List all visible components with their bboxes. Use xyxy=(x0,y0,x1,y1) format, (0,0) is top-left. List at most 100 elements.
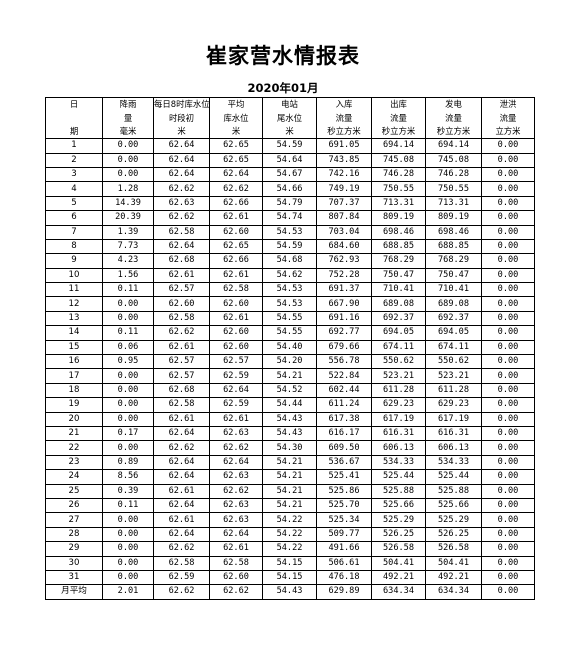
cell-rainfall: 2.01 xyxy=(102,584,154,600)
cell-tail-level: 54.20 xyxy=(262,354,317,370)
cell-tail-level: 54.64 xyxy=(262,152,317,168)
cell-start-level: 62.58 xyxy=(153,224,210,240)
cell-power-flow: 750.55 xyxy=(425,181,482,197)
cell-power-flow: 550.62 xyxy=(425,354,482,370)
cell-tail-level: 54.40 xyxy=(262,339,317,356)
cell-avg-level: 62.65 xyxy=(209,238,263,255)
cell-flood-flow: 0.00 xyxy=(481,325,535,341)
cell-rainfall: 8.56 xyxy=(102,469,154,485)
cell-start-level: 62.63 xyxy=(153,195,210,212)
cell-outflow: 526.25 xyxy=(371,526,426,543)
table-row: 21 0.17 62.64 62.63 54.43 616.17 616.31 616.31 0… xyxy=(45,425,535,442)
cell-avg-level: 62.60 xyxy=(209,339,263,356)
cell-outflow: 750.47 xyxy=(371,267,426,284)
table-row: 10 1.56 62.61 62.61 54.62 752.28 750.47 750.47 0… xyxy=(45,267,535,284)
cell-rainfall: 1.39 xyxy=(102,224,154,240)
cell-tail-level: 54.21 xyxy=(262,483,317,499)
table-row: 14 0.11 62.62 62.60 54.55 692.77 694.05 694.05 0… xyxy=(45,325,535,341)
cell-tail-level: 54.79 xyxy=(262,195,317,212)
cell-avg-level: 62.65 xyxy=(209,138,263,154)
cell-start-level: 62.57 xyxy=(153,368,210,384)
cell-rainfall: 1.56 xyxy=(102,267,154,284)
cell-flood-flow: 0.00 xyxy=(481,397,535,413)
cell-tail-level: 54.43 xyxy=(262,584,317,600)
cell-start-level: 62.61 xyxy=(153,483,210,499)
cell-power-flow: 698.46 xyxy=(425,224,482,240)
cell-start-level: 62.59 xyxy=(153,569,210,586)
table-row: 15 0.06 62.61 62.60 54.40 679.66 674.11 674.11 0… xyxy=(45,339,535,356)
table-row: 12 0.00 62.60 62.60 54.53 667.90 689.08 689.08 0… xyxy=(45,296,535,312)
cell-flood-flow: 0.00 xyxy=(481,181,535,197)
cell-flood-flow: 0.00 xyxy=(481,296,535,312)
cell-inflow: 807.84 xyxy=(316,210,372,226)
table-row: 5 14.39 62.63 62.66 54.79 707.37 713.31 713.31 0… xyxy=(45,195,535,212)
table-row: 4 1.28 62.62 62.62 54.66 749.19 750.55 750.55 0.… xyxy=(45,181,535,197)
header-cell-inflow: 入库 xyxy=(316,97,372,112)
cell-day: 1 xyxy=(45,138,103,154)
table-row: 18 0.00 62.68 62.64 54.52 602.44 611.28 611.28 0… xyxy=(45,382,535,399)
cell-rainfall: 20.39 xyxy=(102,210,154,226)
cell-avg-level: 62.61 xyxy=(209,310,263,327)
cell-flood-flow: 0.00 xyxy=(481,569,535,586)
cell-start-level: 62.57 xyxy=(153,282,210,298)
cell-avg-level: 62.60 xyxy=(209,569,263,586)
table-row: 月平均 2.01 62.62 62.62 54.43 629.89 634.34 634.34… xyxy=(45,584,535,600)
cell-start-level: 62.62 xyxy=(153,584,210,600)
cell-flood-flow: 0.00 xyxy=(481,253,535,269)
header-cell-rainfall: 毫米 xyxy=(102,124,154,140)
cell-inflow: 509.77 xyxy=(316,526,372,543)
header-cell-inflow: 流量 xyxy=(316,111,372,125)
cell-rainfall: 0.17 xyxy=(102,425,154,442)
cell-rainfall: 0.11 xyxy=(102,325,154,341)
cell-day: 21 xyxy=(45,425,103,442)
cell-tail-level: 54.30 xyxy=(262,440,317,456)
cell-avg-level: 62.59 xyxy=(209,397,263,413)
cell-day: 月平均 xyxy=(45,584,103,600)
cell-avg-level: 62.64 xyxy=(209,382,263,399)
cell-day: 13 xyxy=(45,310,103,327)
cell-outflow: 550.62 xyxy=(371,354,426,370)
cell-inflow: 525.86 xyxy=(316,483,372,499)
cell-outflow: 809.19 xyxy=(371,210,426,226)
table-row: 23 0.89 62.64 62.64 54.21 536.67 534.33 534.33 0… xyxy=(45,454,535,471)
table-row: 13 0.00 62.58 62.61 54.55 691.16 692.37 692.37 0… xyxy=(45,310,535,327)
cell-tail-level: 54.53 xyxy=(262,224,317,240)
table-row: 2 0.00 62.64 62.65 54.64 743.85 745.08 745.08 0.… xyxy=(45,152,535,168)
cell-rainfall: 0.00 xyxy=(102,541,154,557)
cell-day: 17 xyxy=(45,368,103,384)
cell-flood-flow: 0.00 xyxy=(481,282,535,298)
cell-inflow: 556.78 xyxy=(316,354,372,370)
cell-tail-level: 54.74 xyxy=(262,210,317,226)
cell-inflow: 749.19 xyxy=(316,181,372,197)
cell-day: 4 xyxy=(45,181,103,197)
cell-start-level: 62.62 xyxy=(153,325,210,341)
cell-avg-level: 62.65 xyxy=(209,152,263,168)
cell-tail-level: 54.59 xyxy=(262,138,317,154)
cell-flood-flow: 0.00 xyxy=(481,368,535,384)
cell-day: 8 xyxy=(45,238,103,255)
cell-power-flow: 525.44 xyxy=(425,469,482,485)
cell-start-level: 62.61 xyxy=(153,411,210,427)
table-row: 1 0.00 62.64 62.65 54.59 691.05 694.14 694.14 0.… xyxy=(45,138,535,154)
cell-tail-level: 54.15 xyxy=(262,555,317,571)
cell-tail-level: 54.62 xyxy=(262,267,317,284)
header-cell-day: 日 xyxy=(45,97,103,112)
table-row: 24 8.56 62.64 62.63 54.21 525.41 525.44 525.44 0… xyxy=(45,469,535,485)
cell-start-level: 62.62 xyxy=(153,440,210,456)
cell-inflow: 616.17 xyxy=(316,425,372,442)
cell-rainfall: 0.89 xyxy=(102,454,154,471)
cell-rainfall: 1.28 xyxy=(102,181,154,197)
cell-day: 25 xyxy=(45,483,103,499)
cell-power-flow: 674.11 xyxy=(425,339,482,356)
cell-power-flow: 692.37 xyxy=(425,310,482,327)
cell-flood-flow: 0.00 xyxy=(481,526,535,543)
header-cell-start-level: 米 xyxy=(153,124,210,140)
cell-power-flow: 694.05 xyxy=(425,325,482,341)
cell-day: 6 xyxy=(45,210,103,226)
header-cell-avg-level: 平均 xyxy=(209,97,263,112)
cell-avg-level: 62.60 xyxy=(209,296,263,312)
cell-power-flow: 525.88 xyxy=(425,483,482,499)
table-row: 30 0.00 62.58 62.58 54.15 506.61 504.41 504.41 0… xyxy=(45,555,535,571)
cell-day: 14 xyxy=(45,325,103,341)
header-cell-rainfall: 量 xyxy=(102,111,154,125)
